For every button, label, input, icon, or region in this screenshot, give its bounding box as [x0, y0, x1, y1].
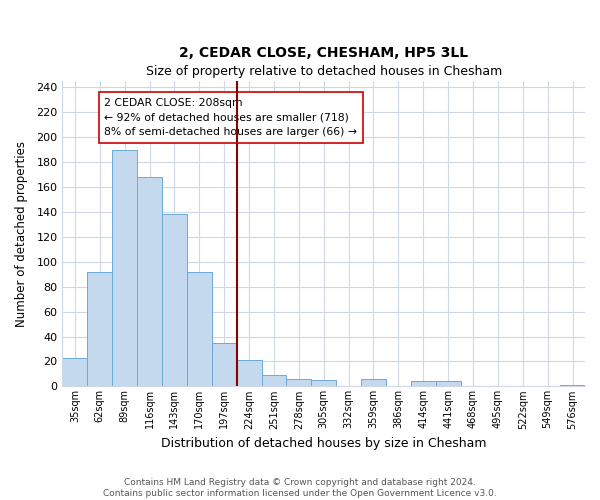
Bar [88, 272, 112, 386]
Bar [262, 375, 286, 386]
Text: 2 CEDAR CLOSE: 208sqm
← 92% of detached houses are smaller (718)
8% of semi-deta: 2 CEDAR CLOSE: 208sqm ← 92% of detached … [104, 98, 357, 138]
Bar [187, 272, 212, 386]
Bar [112, 150, 137, 386]
Text: 2, CEDAR CLOSE, CHESHAM, HP5 3LL: 2, CEDAR CLOSE, CHESHAM, HP5 3LL [179, 46, 468, 60]
X-axis label: Distribution of detached houses by size in Chesham: Distribution of detached houses by size … [161, 437, 487, 450]
Y-axis label: Number of detached properties: Number of detached properties [15, 140, 28, 326]
Bar [286, 379, 311, 386]
Bar [436, 382, 461, 386]
Bar [411, 382, 436, 386]
Bar [361, 379, 386, 386]
Bar [162, 214, 187, 386]
Bar [137, 177, 162, 386]
Bar [311, 380, 336, 386]
Text: Size of property relative to detached houses in Chesham: Size of property relative to detached ho… [146, 65, 502, 78]
Text: Contains HM Land Registry data © Crown copyright and database right 2024.
Contai: Contains HM Land Registry data © Crown c… [103, 478, 497, 498]
Bar [560, 385, 585, 386]
Bar [236, 360, 262, 386]
Bar [212, 343, 236, 386]
Bar [62, 358, 88, 386]
